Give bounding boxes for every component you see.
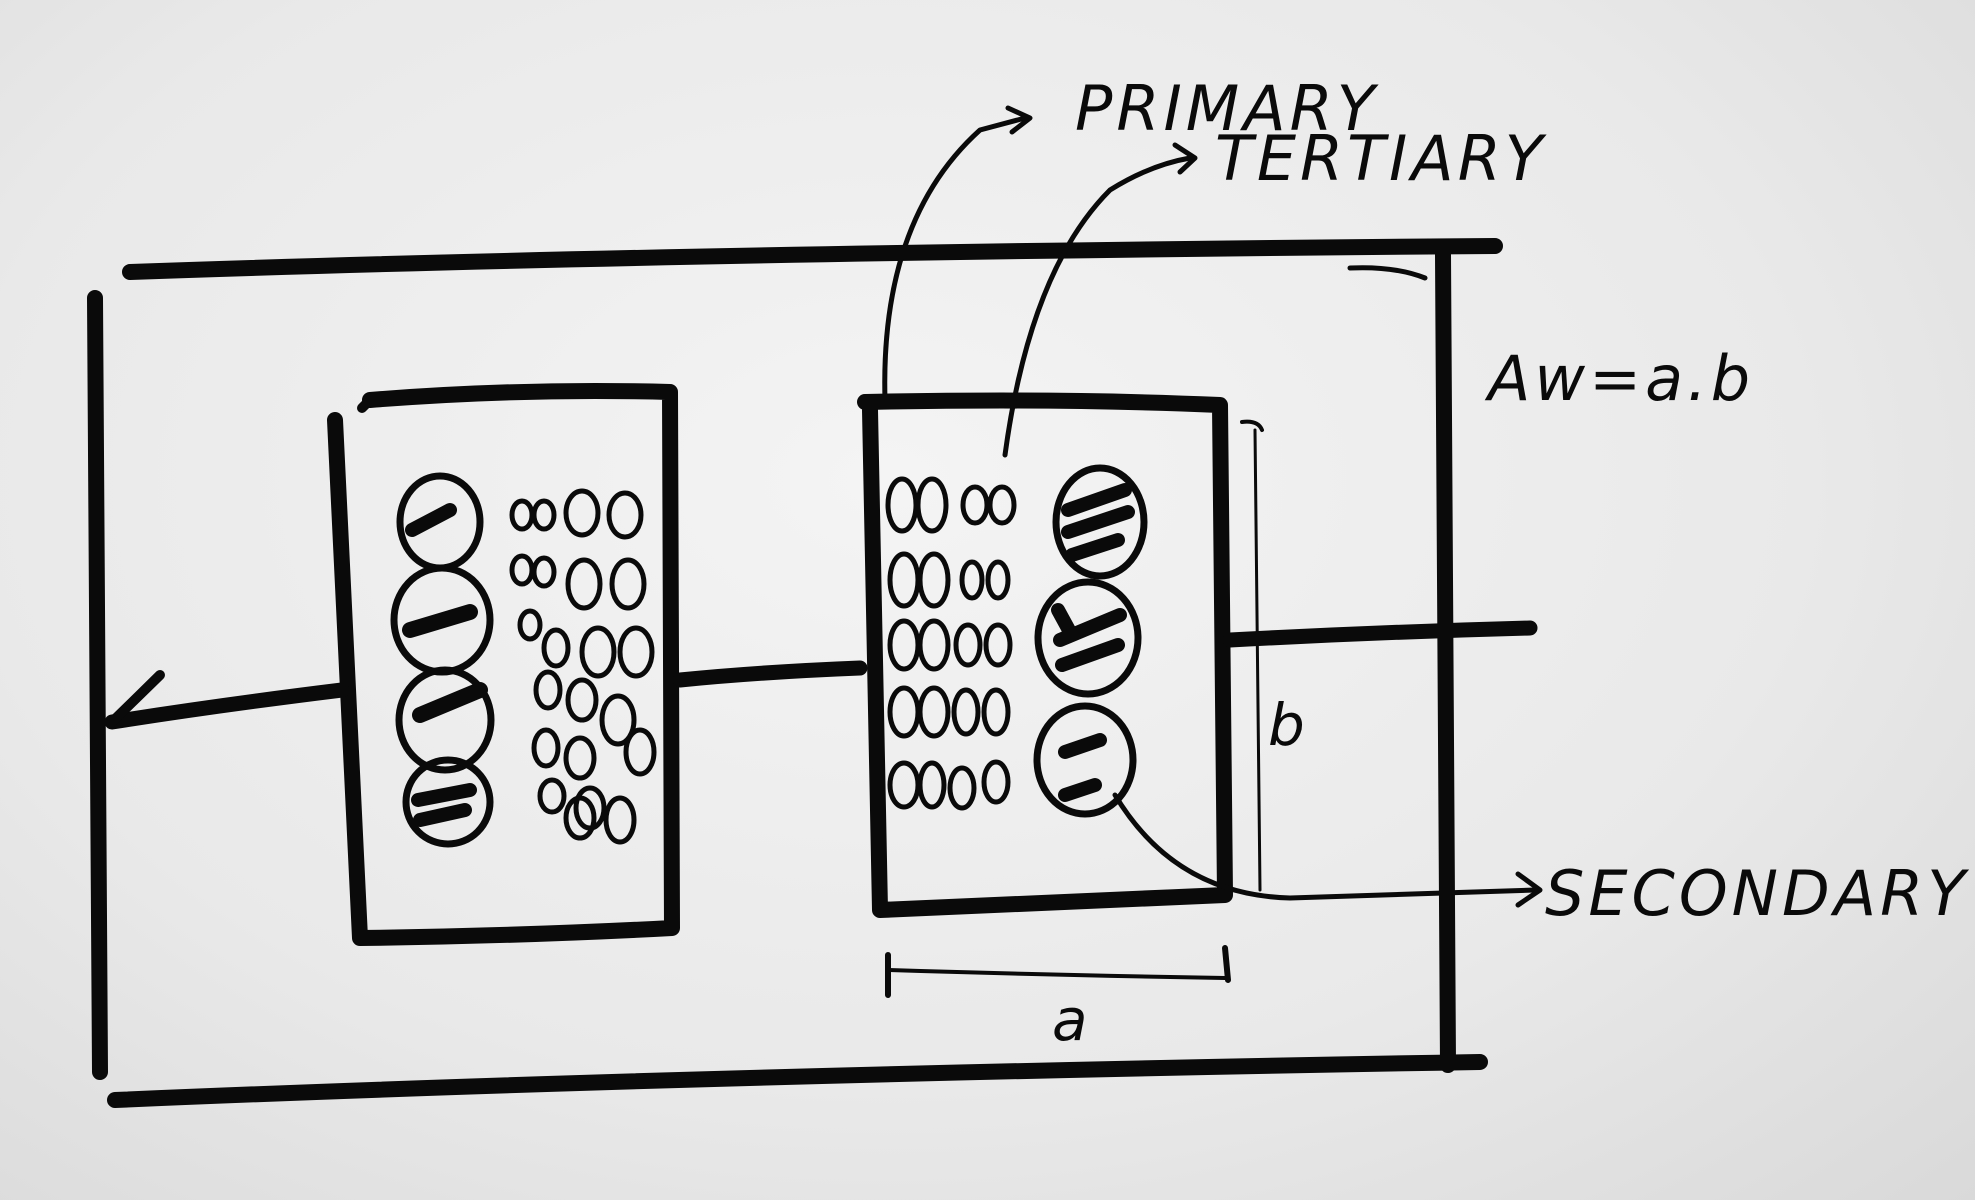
secondary-label: SECONDARY (1545, 857, 1969, 930)
tertiary-label: TERTIARY (1215, 122, 1547, 195)
right-secondary-conductors (1033, 464, 1148, 818)
dimension-a (885, 945, 1231, 998)
primary-label: PRIMARY (1075, 72, 1379, 145)
leader-lines (882, 105, 1543, 908)
left-small-conductors (509, 488, 657, 845)
centre-leg (104, 620, 1538, 730)
dimension-a-label: a (1052, 986, 1088, 1054)
window-area-label: Aw=a.b (1484, 342, 1754, 415)
right-window (857, 392, 1264, 918)
left-window (327, 383, 680, 946)
dimension-b-label: b (1268, 691, 1305, 759)
left-secondary-conductors (390, 472, 495, 848)
outer-core (87, 238, 1503, 1108)
right-small-conductors (885, 476, 1017, 811)
